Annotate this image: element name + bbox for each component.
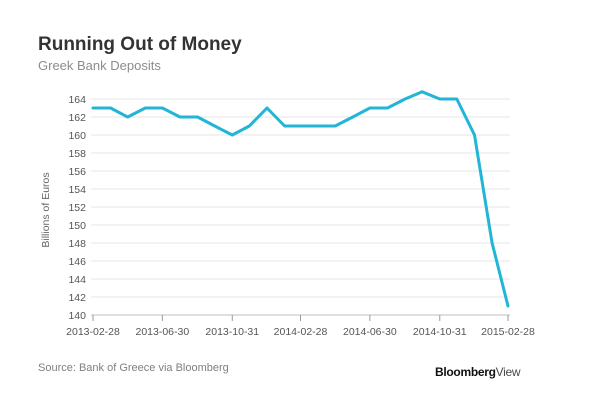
data-point — [490, 241, 494, 245]
y-tick-label: 144 — [68, 274, 86, 286]
x-tick-label: 2013-02-28 — [66, 326, 120, 338]
y-tick-label: 142 — [68, 292, 86, 304]
data-point — [316, 124, 320, 128]
data-point — [368, 106, 372, 110]
y-axis-tick-labels: 140 142 144 146 148 150 152 154 156 158 160 162 164 — [68, 94, 86, 322]
data-point — [196, 115, 199, 119]
data-point — [283, 124, 286, 128]
data-point — [231, 133, 234, 137]
y-tick-label: 140 — [68, 310, 86, 322]
y-tick-label: 162 — [68, 112, 86, 124]
y-tick-label: 164 — [68, 94, 86, 106]
data-point — [473, 133, 476, 137]
series-line — [91, 90, 510, 308]
data-point — [126, 115, 129, 119]
y-tick-label: 160 — [68, 130, 86, 142]
series-group — [91, 90, 510, 308]
data-point — [455, 97, 458, 101]
data-point — [91, 106, 95, 110]
data-point — [438, 97, 441, 101]
brand-logo: BloombergView — [435, 365, 521, 379]
source-note: Source: Bank of Greece via Bloomberg — [38, 362, 229, 374]
data-point — [334, 124, 337, 128]
y-axis-label: Billions of Euros — [40, 172, 52, 247]
y-tick-label: 158 — [68, 148, 86, 160]
data-point — [109, 106, 112, 110]
y-tick-label: 156 — [68, 166, 86, 178]
y-tick-label: 152 — [68, 202, 86, 214]
data-point — [386, 106, 389, 110]
x-tick-label: 2013-06-30 — [135, 326, 189, 338]
x-tick-label: 2014-06-30 — [343, 326, 397, 338]
x-tick-label: 2014-10-31 — [413, 326, 467, 338]
data-point — [299, 124, 302, 128]
data-point — [403, 97, 407, 101]
brand-logo-part1: Bloomberg — [435, 365, 496, 379]
grid-lines — [91, 98, 510, 316]
chart-subtitle: Greek Bank Deposits — [38, 58, 161, 73]
x-tick-label: 2015-02-28 — [481, 326, 535, 338]
data-point — [421, 90, 424, 94]
data-point — [248, 124, 251, 128]
data-point — [144, 106, 147, 110]
data-point — [351, 115, 354, 119]
y-tick-label: 154 — [68, 184, 86, 196]
y-tick-label: 150 — [68, 220, 86, 232]
brand-logo-part2: View — [495, 365, 521, 379]
y-tick-label: 146 — [68, 256, 86, 268]
y-tick-label: 148 — [68, 238, 86, 250]
data-point — [506, 304, 510, 308]
data-point — [178, 115, 182, 119]
data-point — [161, 106, 164, 110]
data-point — [213, 124, 216, 128]
x-tick-label: 2014-02-28 — [274, 326, 328, 338]
x-axis-tick-labels: 2013-02-28 2013-06-30 2013-10-31 2014-02-28… — [66, 326, 535, 338]
chart-title: Running Out of Money — [38, 34, 242, 55]
x-axis-ticks — [92, 315, 509, 321]
data-point — [265, 106, 269, 110]
x-tick-label: 2013-10-31 — [205, 326, 259, 338]
